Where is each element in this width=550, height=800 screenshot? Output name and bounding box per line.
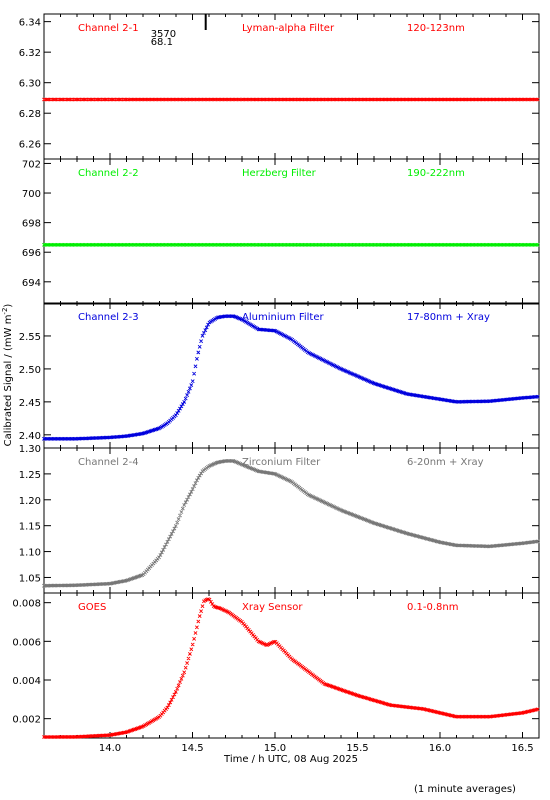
y-tick-label: 698 [22,219,41,230]
band-range: 0.1-0.8nm [407,602,459,613]
band-range: 120-123nm [407,23,465,34]
y-tick-label: 1.15 [19,522,41,533]
y-tick-label: 1.05 [19,573,41,584]
channel-name: Channel 2-3 [78,312,139,323]
filter-name: Lyman-alpha Filter [242,23,335,34]
y-axis-title: Calibrated Signal / (mW m-2) [1,304,14,447]
filter-name: Aluminium Filter [242,312,325,323]
filter-name: Herzberg Filter [242,168,317,179]
panel-frame [43,447,540,594]
y-tick-label: 6.30 [19,79,41,90]
filter-name: Zirconium Filter [242,457,321,468]
y-tick-label: 1.30 [19,444,41,455]
y-tick-label: 700 [22,189,41,200]
channel-name: Channel 2-2 [78,168,139,179]
panel-frame [43,13,540,160]
panel-frame [43,302,540,449]
y-tick-label: 696 [22,248,41,259]
series-markers [42,97,540,102]
y-tick-label: 694 [22,278,41,289]
x-tick-label: 16.0 [429,743,451,754]
y-tick-label: 0.008 [12,599,41,610]
y-tick-label: 2.55 [19,332,41,343]
series-markers [42,242,540,247]
y-tick-label: 2.45 [19,398,41,409]
y-tick-label: 6.26 [19,140,41,151]
y-tick-label: 2.50 [19,365,41,376]
y-tick-label: 6.32 [19,48,41,59]
series-markers [42,458,540,588]
y-tick-label: 0.002 [12,715,41,726]
series-markers [42,597,540,739]
x-tick-label: 15.5 [346,743,368,754]
band-range: 17-80nm + Xray [407,312,490,323]
y-tick-label: 6.28 [19,109,41,120]
panel-frame [43,158,540,305]
x-tick-label: 16.5 [511,743,533,754]
y-tick-label: 2.40 [19,431,41,442]
footnote: (1 minute averages) [414,784,516,795]
y-tick-label: 1.20 [19,496,41,507]
channel-name: Channel 2-4 [78,457,139,468]
filter-name: Xray Sensor [242,602,303,613]
band-range: 190-222nm [407,168,465,179]
x-tick-label: 14.0 [99,743,121,754]
y-tick-label: 1.25 [19,470,41,481]
x-axis-title: Time / h UTC, 08 Aug 2025 [223,754,358,765]
y-tick-label: 1.10 [19,548,41,559]
marker-label-1: 3570 [151,29,176,40]
y-tick-label: 6.34 [19,18,41,29]
y-tick-label: 0.006 [12,637,41,648]
x-tick-label: 14.5 [181,743,203,754]
channel-name: Channel 2-1 [78,23,139,34]
marker-label-2: 68.1 [151,37,173,48]
x-tick-label: 15.0 [264,743,286,754]
band-range: 6-20nm + Xray [407,457,484,468]
y-tick-label: 702 [22,159,41,170]
y-tick-label: 0.004 [12,676,41,687]
channel-name: GOES [78,602,106,613]
series-markers [42,314,540,441]
